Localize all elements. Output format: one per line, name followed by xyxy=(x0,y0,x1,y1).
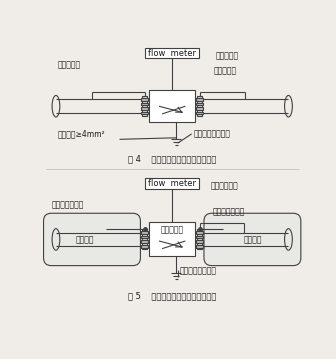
Bar xyxy=(149,90,196,122)
Text: 图 5    带阴极保护电磁流量计接地法: 图 5 带阴极保护电磁流量计接地法 xyxy=(128,291,216,300)
Bar xyxy=(196,241,203,243)
FancyBboxPatch shape xyxy=(204,213,301,266)
Bar xyxy=(196,245,203,248)
Bar xyxy=(142,96,148,116)
Text: 接地软线≥4mm²: 接地软线≥4mm² xyxy=(57,130,105,139)
Bar xyxy=(141,241,148,243)
Text: 图 4    电磁流量计接地连（跨）接法: 图 4 电磁流量计接地连（跨）接法 xyxy=(128,154,216,163)
Text: flow  meter: flow meter xyxy=(148,179,196,188)
Text: 与管道跨接: 与管道跨接 xyxy=(214,66,237,75)
FancyBboxPatch shape xyxy=(44,213,140,266)
Bar xyxy=(141,245,148,248)
Text: 阴极保护引出点: 阴极保护引出点 xyxy=(212,207,245,216)
Bar xyxy=(196,107,203,110)
Bar xyxy=(197,229,202,250)
Bar xyxy=(196,236,203,238)
Bar xyxy=(196,231,203,234)
Text: 电磁流量计: 电磁流量计 xyxy=(216,52,239,61)
Bar xyxy=(196,103,203,105)
Bar xyxy=(197,96,202,116)
Bar xyxy=(145,178,199,188)
Bar xyxy=(145,48,199,59)
Text: 电磁流量计: 电磁流量计 xyxy=(161,225,184,234)
Bar xyxy=(141,236,148,238)
Text: 阴极保护引出点: 阴极保护引出点 xyxy=(52,200,84,209)
Text: 金属管道: 金属管道 xyxy=(244,235,262,244)
Text: 管道接地跨接: 管道接地跨接 xyxy=(211,182,239,191)
Bar xyxy=(141,107,148,110)
Bar xyxy=(141,112,148,115)
Bar xyxy=(149,223,196,256)
Bar xyxy=(196,98,203,101)
Bar xyxy=(141,103,148,105)
Text: 接地点或接地干线: 接地点或接地干线 xyxy=(194,130,231,139)
Bar xyxy=(141,231,148,234)
Bar xyxy=(142,229,148,250)
Bar xyxy=(196,112,203,115)
Text: 接地点或接地干线: 接地点或接地干线 xyxy=(180,266,217,275)
Text: flow  meter: flow meter xyxy=(148,48,196,57)
Text: 金属管道: 金属管道 xyxy=(75,235,94,244)
Text: 与管道跨接: 与管道跨接 xyxy=(57,60,81,69)
Bar xyxy=(141,98,148,101)
